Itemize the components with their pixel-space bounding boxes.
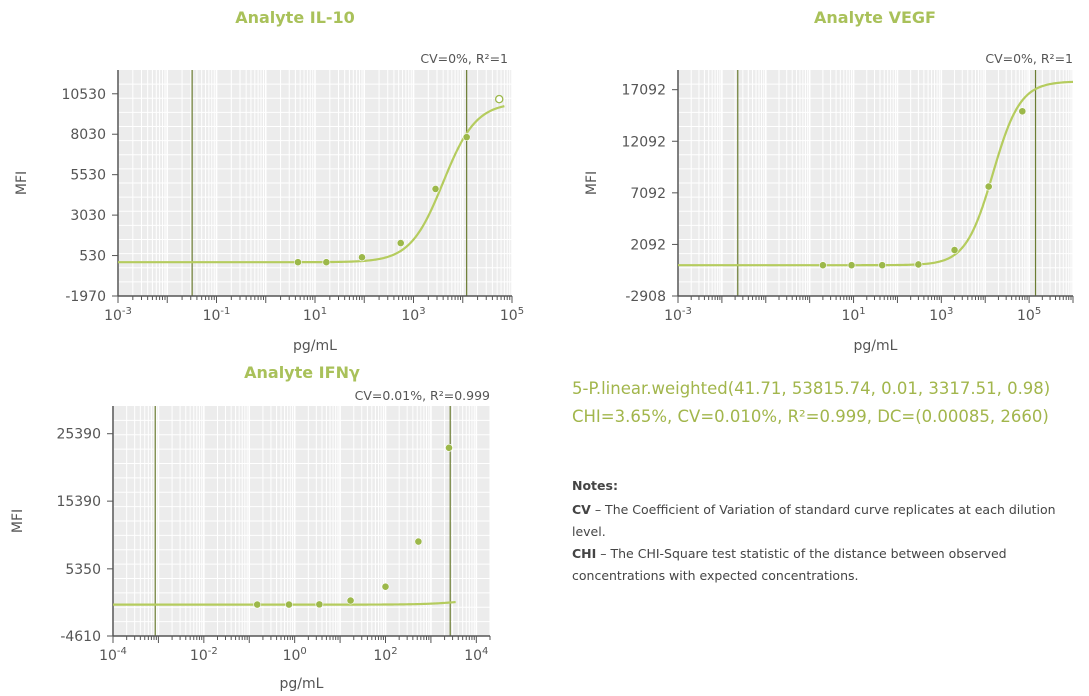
data-point: [847, 261, 856, 270]
y-tick-label: 17092: [621, 83, 666, 99]
data-point: [285, 600, 293, 609]
chart-il10-svg: Analyte IL-10 CV=0%, R²=1 -1970 530 3030 5530…: [14, 8, 524, 354]
x-tick-label: 101: [303, 306, 327, 324]
fit-curve: [113, 600, 456, 606]
x-tick-label: 10-4: [99, 646, 127, 664]
formula-statistics: CHI=3.65%, CV=0.010%, R²=0.999, DC=(0.00…: [572, 407, 1049, 426]
chart-il10: Analyte IL-10 CV=0%, R²=1 -1970 530 3030 5530…: [0, 0, 540, 354]
chart-stats: CV=0.01%, R²=0.999: [355, 388, 490, 403]
y-tick-label: 3030: [70, 208, 106, 224]
data-point: [253, 600, 262, 609]
y-tick-label: 15390: [56, 494, 101, 510]
data-point: [950, 246, 959, 254]
data-point: [358, 253, 366, 262]
x-tick-label: 10-2: [190, 646, 218, 664]
chart-stats: CV=0%, R²=1: [985, 51, 1073, 66]
x-tick-label: 102: [373, 646, 397, 664]
y-tick-label: 12092: [621, 134, 666, 150]
data-point: [322, 258, 331, 267]
note-chi-text: – The CHI-Square test statistic of the d…: [572, 546, 1007, 583]
y-tick-label: 2092: [630, 237, 666, 253]
data-point: [315, 600, 324, 609]
data-point: [431, 185, 440, 193]
y-tick-label: -2908: [625, 289, 666, 305]
data-point: [445, 443, 453, 452]
y-tick-label: 5530: [70, 168, 106, 184]
chart-title: Analyte IL-10: [235, 8, 355, 27]
x-tick-label: 105: [500, 306, 524, 324]
grid-lines: [677, 70, 1074, 296]
x-tick-label: 10-1: [203, 306, 231, 324]
grid-lines: [112, 406, 491, 636]
data-point: [1018, 107, 1027, 116]
y-tick-label: 8030: [70, 127, 106, 143]
data-point: [294, 258, 302, 267]
fit-curve: [118, 105, 505, 264]
data-point: [396, 239, 405, 247]
x-axis-label: pg/mL: [280, 676, 324, 692]
chart-ifng-svg: Analyte IFNγ CV=0.01%, R²=0.999 -4610 5350 1…: [10, 363, 491, 692]
x-tick-label: 10-3: [664, 306, 692, 324]
chart-ifng: Analyte IFNγ CV=0.01%, R²=0.999 -4610 5350 1…: [0, 358, 540, 696]
x-tick-label: 105: [1017, 306, 1041, 324]
data-point: [346, 596, 355, 605]
x-tick-label: 101: [841, 306, 865, 324]
notes-panel: Notes: CV – The Coefficient of Variation…: [572, 475, 1077, 587]
fit-formula: 5-P.linear.weighted(41.71, 53815.74, 0.0…: [572, 375, 1087, 431]
data-point: [878, 261, 887, 270]
y-tick-label: 10530: [61, 87, 106, 103]
data-point: [462, 133, 471, 142]
formula-equation: 5-P.linear.weighted(41.71, 53815.74, 0.0…: [572, 379, 1051, 398]
x-tick-label: 103: [401, 306, 425, 324]
data-point: [381, 582, 390, 591]
chart-title: Analyte IFNγ: [244, 363, 360, 382]
x-tick-label: 104: [464, 646, 488, 664]
data-point: [914, 260, 923, 269]
data-point: [494, 94, 504, 104]
data-point: [984, 182, 993, 191]
chart-stats: CV=0%, R²=1: [420, 51, 508, 66]
y-tick-label: 530: [79, 249, 106, 265]
y-tick-label: 7092: [630, 186, 666, 202]
grid-lines: [117, 70, 513, 296]
y-axis-label: MFI: [10, 509, 26, 533]
note-cv-text: – The Coefficient of Variation of standa…: [572, 502, 1056, 539]
y-tick-label: -1970: [65, 289, 106, 305]
x-tick-label: 10-3: [104, 306, 132, 324]
x-tick-label: 103: [929, 306, 953, 324]
note-cv: CV – The Coefficient of Variation of sta…: [572, 499, 1077, 543]
y-tick-label: 5350: [65, 562, 101, 578]
note-chi-term: CHI: [572, 546, 597, 561]
y-axis-label: MFI: [14, 171, 30, 195]
x-axis-label: pg/mL: [854, 338, 898, 354]
y-axis-label: MFI: [584, 171, 600, 195]
chart-vegf-svg: Analyte VEGF CV=0%, R²=1 -2908 2092 7092 1209…: [584, 8, 1074, 354]
notes-heading: Notes:: [572, 478, 618, 493]
y-tick-label: -4610: [60, 629, 101, 645]
data-point: [818, 261, 827, 270]
x-tick-label: 100: [283, 646, 307, 664]
fit-curve: [678, 80, 1074, 267]
note-chi: CHI – The CHI-Square test statistic of t…: [572, 543, 1077, 587]
data-point: [414, 537, 423, 546]
y-tick-label: 25390: [56, 427, 101, 443]
note-cv-term: CV: [572, 502, 591, 517]
chart-title: Analyte VEGF: [814, 8, 936, 27]
x-axis-label: pg/mL: [293, 338, 337, 354]
chart-vegf: Analyte VEGF CV=0%, R²=1 -2908 2092 7092 1209…: [545, 0, 1089, 354]
